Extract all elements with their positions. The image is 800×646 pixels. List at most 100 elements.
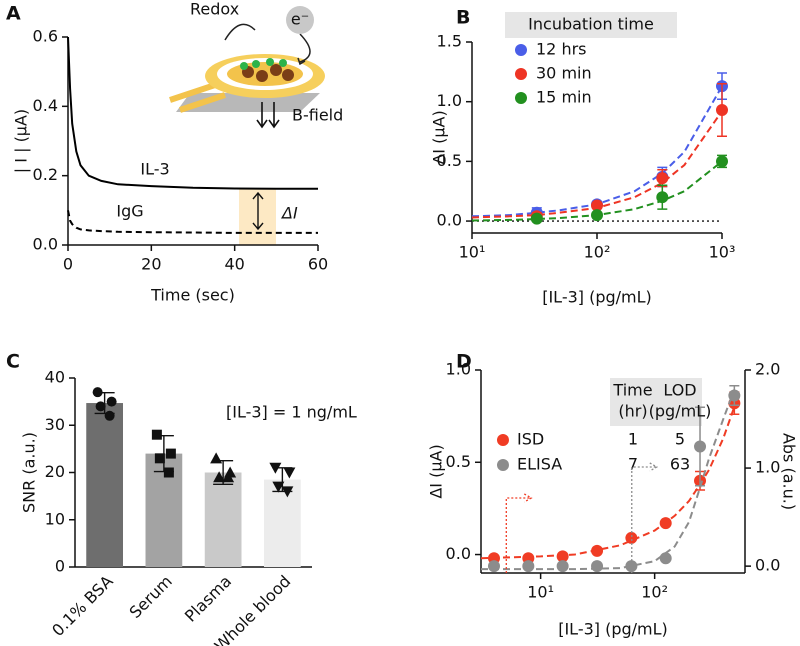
point <box>92 387 103 398</box>
point <box>716 104 728 117</box>
legend-label: ISD <box>517 430 544 449</box>
point <box>154 453 165 464</box>
x-tick-label: 0.1% BSA <box>48 572 117 641</box>
annotation: ΔI <box>280 204 298 223</box>
legend-label: 12 hrs <box>536 40 587 59</box>
legend-marker <box>515 68 527 80</box>
point <box>487 560 500 573</box>
y-tick-label: 0.5 <box>437 151 462 170</box>
y-tick-label: 0.0 <box>437 211 462 230</box>
legend-marker <box>497 434 509 446</box>
x-tick-label: 10¹ <box>527 583 554 602</box>
bar <box>86 403 123 567</box>
y-axis-label: ΔI (μA) <box>427 444 446 498</box>
y-tick-label: 1.0 <box>437 91 462 110</box>
point <box>163 467 174 478</box>
x-tick-label: 10³ <box>709 243 736 262</box>
point <box>283 467 296 479</box>
y-tick-label: 10 <box>45 509 65 528</box>
panel-label: C <box>6 351 20 373</box>
y2-axis-label: Abs (a.u.) <box>780 433 799 510</box>
line <box>67 36 318 190</box>
point <box>656 191 669 204</box>
annotation: e⁻ <box>291 10 309 29</box>
point <box>556 550 569 563</box>
lod-arrow <box>505 493 533 573</box>
table-cell: 1 <box>628 430 638 449</box>
point <box>530 212 543 225</box>
y-tick-label: 0.0 <box>446 544 471 563</box>
point <box>659 552 672 565</box>
annotation: [IL-3] = 1 ng/mL <box>226 403 357 422</box>
legend-label: ELISA <box>517 455 562 474</box>
y-axis-label: | I | (μA) <box>12 109 31 173</box>
x-tick-label: 0 <box>63 255 73 274</box>
legend-marker <box>515 92 527 104</box>
point <box>281 486 294 498</box>
y-tick-label: 0 <box>55 557 65 576</box>
panel-label: A <box>6 3 21 25</box>
x-tick-label: Plasma <box>181 572 235 626</box>
legend-title-box <box>505 12 677 38</box>
point <box>210 452 223 464</box>
x-tick-label: Serum <box>125 572 175 622</box>
table-cell: 63 <box>670 455 690 474</box>
fit-line <box>471 85 723 218</box>
y-tick-label: 1.5 <box>437 32 462 51</box>
legend-label: 15 min <box>536 88 592 107</box>
point <box>269 462 282 474</box>
y-tick-label: 20 <box>45 462 65 481</box>
y-tick-label: 40 <box>45 368 65 387</box>
point <box>95 401 106 412</box>
panel-label: D <box>456 351 472 373</box>
table-header-box <box>610 378 702 426</box>
illustration <box>169 6 325 231</box>
point <box>656 172 669 185</box>
y-tick-label: 0.6 <box>33 27 58 46</box>
point <box>591 544 604 557</box>
point <box>591 209 603 222</box>
table-header: (pg/mL) <box>649 402 712 421</box>
point <box>625 560 638 573</box>
x-tick-label: 20 <box>141 255 161 274</box>
point <box>106 396 117 407</box>
legend-label: 30 min <box>536 64 592 83</box>
legend-marker <box>497 459 509 471</box>
y-tick-label: 1.0 <box>446 360 471 379</box>
point <box>728 389 741 402</box>
y-tick-label: 0.5 <box>446 452 471 471</box>
table-header: LOD <box>663 381 696 400</box>
bar <box>264 479 301 567</box>
point <box>151 429 162 440</box>
y2-tick-label: 0.0 <box>755 556 780 575</box>
series-label: IgG <box>116 202 143 221</box>
table-header: Time <box>612 381 652 400</box>
point <box>694 440 707 453</box>
x-axis-label: Time (sec) <box>150 286 235 305</box>
x-axis-label: [IL-3] (pg/mL) <box>542 288 652 307</box>
point <box>625 531 638 544</box>
panel-label: B <box>456 7 470 29</box>
y2-tick-label: 1.0 <box>755 458 780 477</box>
point <box>213 471 226 483</box>
point <box>591 560 604 573</box>
point <box>222 471 235 483</box>
lod-arrow <box>631 462 659 573</box>
point <box>591 199 603 212</box>
y-tick-label: 0.0 <box>33 235 58 254</box>
x-tick-label: 10¹ <box>459 243 486 262</box>
y-tick-label: 30 <box>45 415 65 434</box>
point <box>556 560 569 573</box>
bar <box>204 472 242 567</box>
x-tick-label: 10² <box>641 583 668 602</box>
series-label: IL-3 <box>140 160 169 179</box>
table-cell: 5 <box>675 430 685 449</box>
annotation: Redox <box>190 0 239 19</box>
point <box>659 517 672 530</box>
point <box>165 448 176 459</box>
annotation: B-field <box>292 106 343 125</box>
y2-tick-label: 2.0 <box>755 360 780 379</box>
x-axis-label: [IL-3] (pg/mL) <box>558 620 668 639</box>
x-tick-label: 10² <box>584 243 611 262</box>
